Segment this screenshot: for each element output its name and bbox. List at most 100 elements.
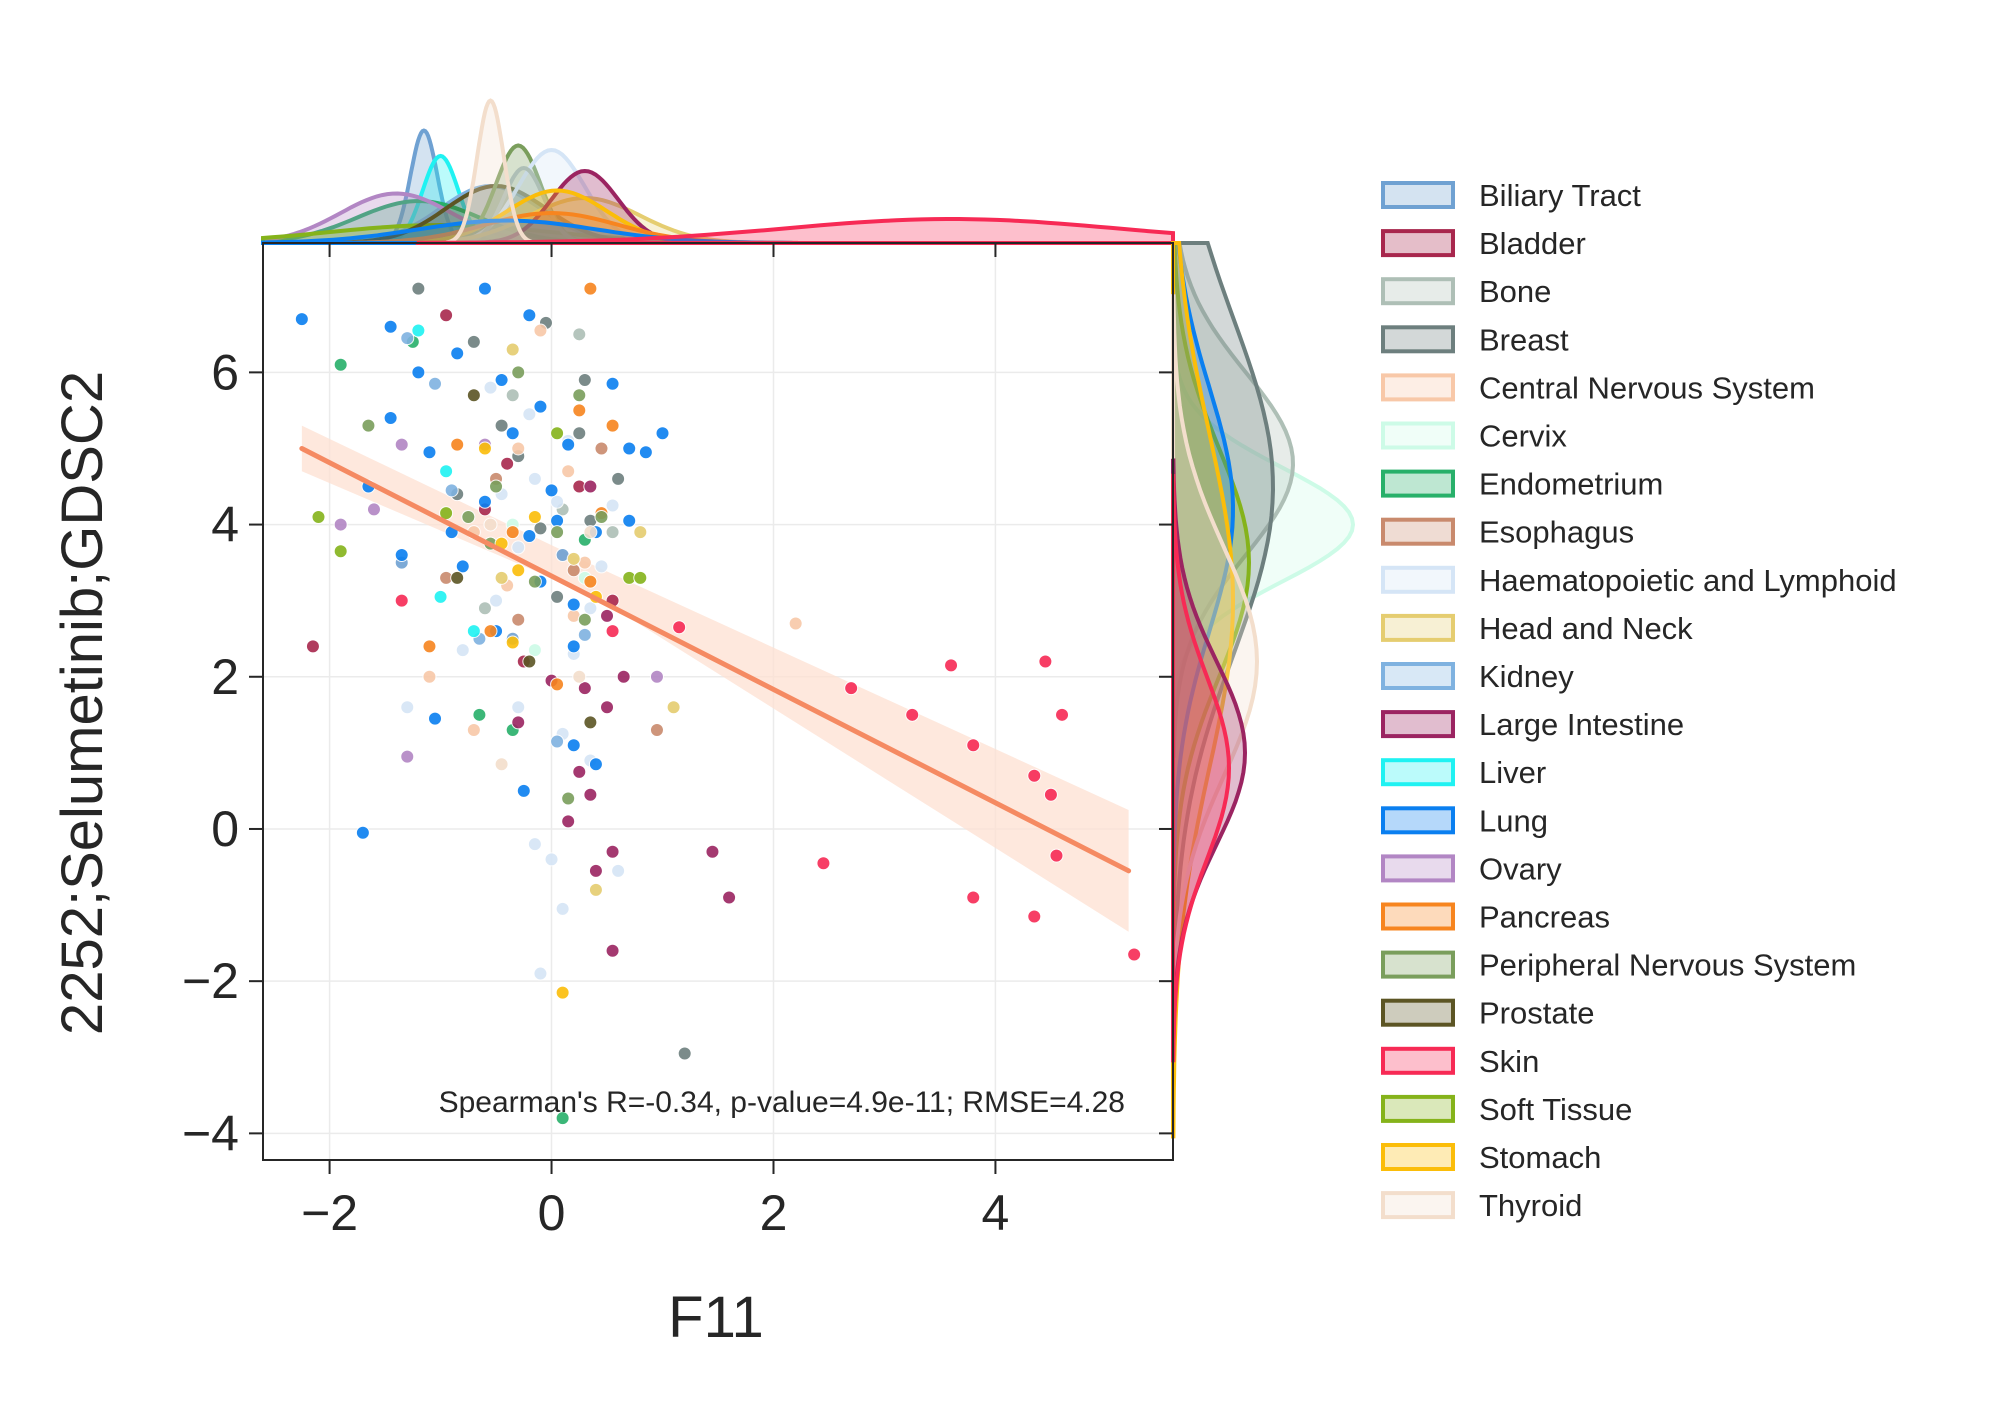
point-lung-3 [383,319,398,334]
point-large-intestine-11 [705,844,720,859]
point-skin-7 [1027,768,1042,783]
legend-label-stomach: Stomach [1479,1140,1601,1175]
legend-label-endometrium: Endometrium [1479,467,1663,502]
legend-swatch-bone [1381,277,1455,306]
point-skin-9 [1049,848,1064,863]
point-haematopoietic-and-lymphoid-13 [527,837,542,852]
legend-swatch-breast [1381,325,1455,354]
right-kde-lung [1171,241,1236,902]
y-tick-label-5: 6 [211,344,239,400]
x-tick-label-1: 0 [538,1185,566,1241]
point-prostate-3 [583,715,598,730]
point-pancreas-1 [605,418,620,433]
point-haematopoietic-and-lymphoid-17 [583,601,598,616]
point-central-nervous-system-9 [466,723,481,738]
legend-swatch-endometrium [1381,469,1455,498]
legend-label-biliary-tract: Biliary Tract [1479,178,1641,213]
x-axis-label: F11 [668,1285,764,1350]
legend-label-head-and-neck: Head and Neck [1479,611,1693,646]
point-soft-tissue-4 [550,426,565,441]
y-axis-label: 2252;Selumetinib;GDSC2 [50,371,115,1035]
point-peripheral-nervous-system-9 [461,509,476,524]
point-large-intestine-10 [605,943,620,958]
legend-swatch-prostate [1381,998,1455,1027]
point-large-intestine-8 [605,844,620,859]
point-lung-15 [638,445,653,460]
point-prostate-0 [450,570,465,585]
point-haematopoietic-and-lymphoid-15 [555,901,570,916]
point-pancreas-0 [583,281,598,296]
point-lung-4 [450,346,465,361]
regression-fit-line [299,445,1132,874]
point-ovary-0 [394,437,409,452]
point-lung-18 [522,528,537,543]
point-lung-2 [522,308,537,323]
point-bone-0 [572,327,587,342]
point-stomach-0 [477,441,492,456]
point-peripheral-nervous-system-6 [594,509,609,524]
point-breast-4 [494,418,509,433]
legend-label-ovary: Ovary [1479,851,1562,886]
point-haematopoietic-and-lymphoid-16 [533,966,548,981]
point-haematopoietic-and-lymphoid-10 [511,700,526,715]
point-haematopoietic-and-lymphoid-8 [489,593,504,608]
legend-swatch-pancreas [1381,902,1455,931]
point-haematopoietic-and-lymphoid-20 [611,863,626,878]
point-lung-16 [477,494,492,509]
point-large-intestine-14 [511,715,526,730]
legend-swatch-esophagus [1381,517,1455,546]
scatter-points [294,281,1142,1126]
point-bone-3 [477,601,492,616]
legend-swatch-soft-tissue [1381,1094,1455,1123]
point-lung-1 [477,281,492,296]
point-lung-19 [394,548,409,563]
point-liver-1 [433,589,448,604]
point-peripheral-nervous-system-7 [527,574,542,589]
plot-frame [262,242,1174,1161]
point-haematopoietic-and-lymphoid-0 [483,380,498,395]
legend-swatch-lung [1381,806,1455,835]
point-lung-8 [383,411,398,426]
point-skin-14 [394,593,409,608]
point-skin-10 [816,856,831,871]
point-head-and-neck-3 [666,700,681,715]
point-esophagus-1 [511,612,526,627]
point-endometrium-0 [333,357,348,372]
point-stomach-6 [511,563,526,578]
legend-label-central-nervous-system: Central Nervous System [1479,370,1815,405]
legend: Biliary Tract Bladder Bone Breast Central Ne… [1381,178,1897,1223]
legend-label-kidney: Kidney [1479,659,1574,694]
point-stomach-4 [527,509,542,524]
point-lung-11 [422,445,437,460]
legend-label-skin: Skin [1479,1044,1539,1079]
point-skin-8 [1043,787,1058,802]
point-skin-0 [672,620,687,635]
point-bladder-6 [500,456,515,471]
point-stomach-3 [555,985,570,1000]
point-thyroid-1 [483,517,498,532]
point-pancreas-8 [483,624,498,639]
point-lung-6 [494,372,509,387]
point-lung-14 [655,426,670,441]
x-tick-label-2: 2 [760,1185,788,1241]
point-haematopoietic-and-lymphoid-18 [455,643,470,658]
point-peripheral-nervous-system-1 [511,365,526,380]
point-skin-4 [966,738,981,753]
right-marginal-kde [1171,241,1356,1139]
point-endometrium-3 [472,707,487,722]
legend-label-thyroid: Thyroid [1479,1188,1582,1223]
legend-swatch-liver [1381,758,1455,787]
point-central-nervous-system-3 [561,464,576,479]
legend-swatch-cervix [1381,421,1455,450]
point-skin-1 [844,681,859,696]
point-lung-0 [294,312,309,327]
point-lung-28 [355,825,370,840]
legend-swatch-peripheral-nervous-system [1381,950,1455,979]
point-bone-4 [605,525,620,540]
legend-swatch-ovary [1381,854,1455,883]
point-soft-tissue-0 [311,509,326,524]
legend-label-bladder: Bladder [1479,226,1586,261]
point-kidney-5 [550,734,565,749]
point-pancreas-3 [450,437,465,452]
